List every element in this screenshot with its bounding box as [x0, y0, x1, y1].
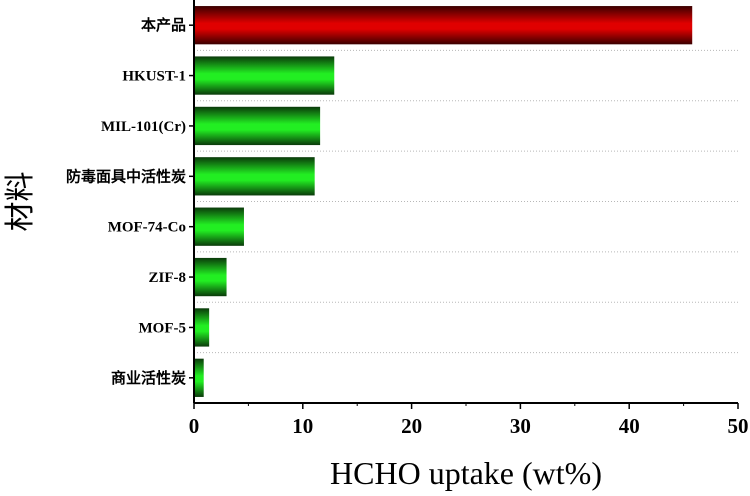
bar [195, 56, 335, 95]
y-tick-label: 防毒面具中活性炭 [66, 167, 186, 185]
bar [195, 106, 321, 146]
tick-labels: 本产品 HKUST-1 MIL-101(Cr) 防毒面具中活性炭 MOF-74-Co ZI… [66, 16, 749, 438]
x-tick-label: 50 [728, 414, 749, 438]
y-tick-label: 本产品 [141, 16, 186, 34]
bars [195, 6, 693, 397]
y-axis-title: 材料 [3, 172, 38, 232]
y-tick-label: MOF-74-Co [108, 220, 186, 236]
bar [195, 207, 244, 246]
y-tick-label: MOF-5 [139, 320, 186, 336]
grid-lines [194, 49, 738, 354]
bar [195, 308, 210, 347]
y-tick-label: HKUST-1 [122, 69, 186, 85]
y-tick-label: 商业活性炭 [111, 369, 186, 387]
x-tick-label: 30 [510, 414, 531, 438]
x-tick-label: 0 [189, 414, 200, 438]
x-tick-label: 40 [619, 414, 640, 438]
bar [195, 358, 204, 397]
bar [195, 257, 227, 297]
x-tick-label: 20 [401, 414, 422, 438]
x-axis-title: HCHO uptake (wt%) [330, 455, 602, 491]
y-tick-label: MIL-101(Cr) [101, 119, 186, 135]
x-tick-label: 10 [292, 414, 313, 438]
bar [195, 6, 693, 45]
y-tick-label: ZIF-8 [149, 270, 187, 286]
bar [195, 157, 315, 196]
